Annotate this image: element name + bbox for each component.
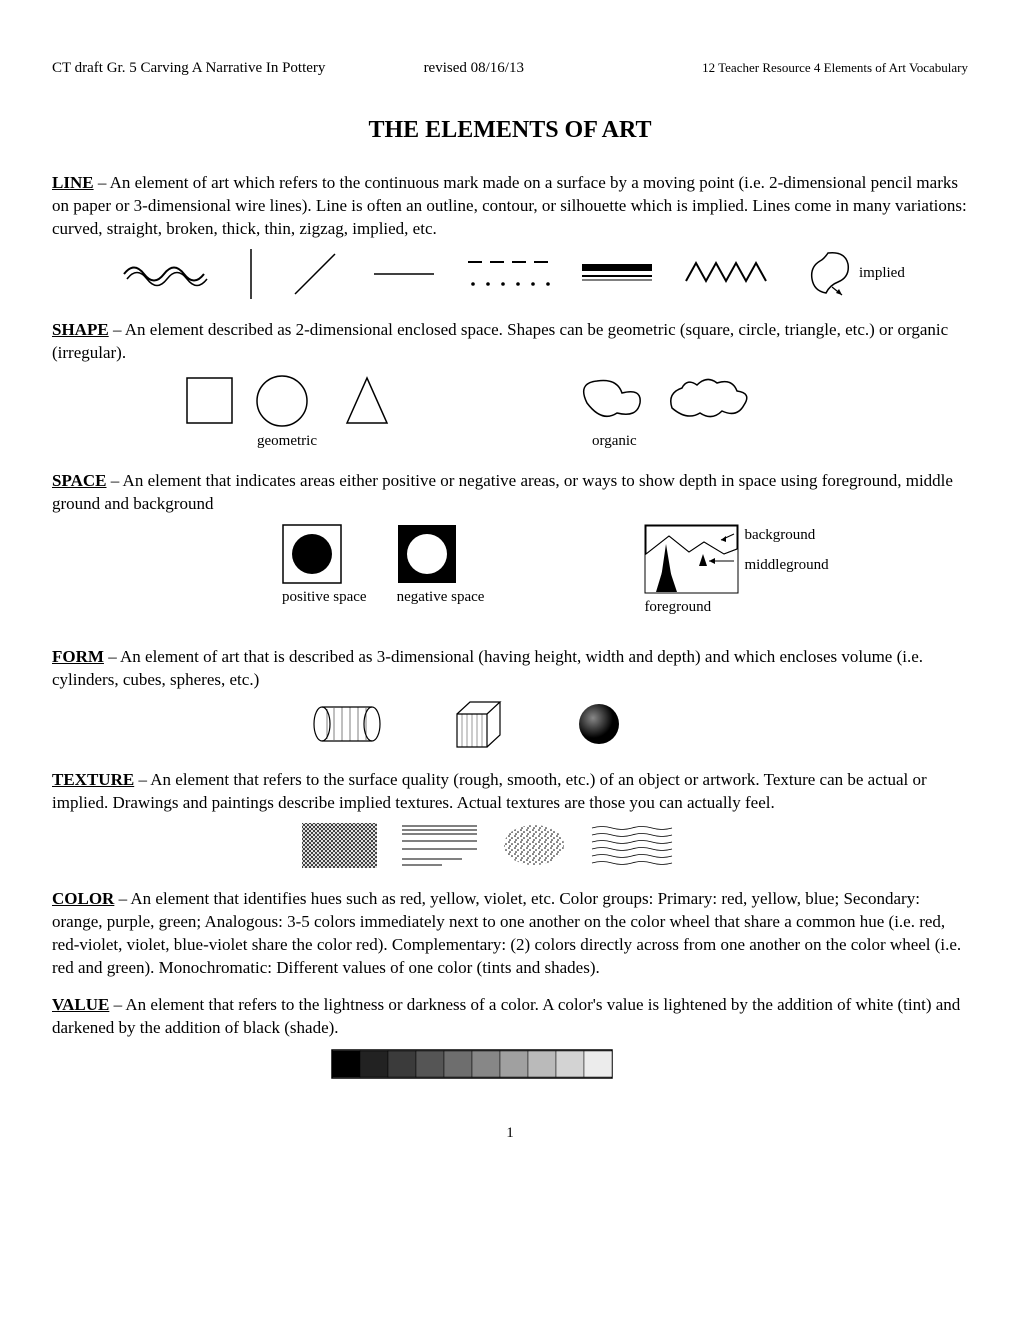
negative-label: negative space (397, 589, 485, 606)
figures-value (332, 1050, 968, 1085)
section-color: COLOR – An element that identifies hues … (52, 888, 968, 980)
foreground-label: foreground (644, 599, 739, 616)
term-texture: TEXTURE (52, 770, 134, 789)
figures-shape: geometric organic (182, 373, 968, 450)
term-line: LINE (52, 173, 94, 192)
term-shape: SHAPE (52, 320, 109, 339)
figures-texture (302, 823, 968, 868)
diagonal-line-icon (290, 249, 340, 299)
figures-line: implied (122, 249, 968, 299)
negative-space-icon (397, 524, 457, 584)
implied-line-group: implied (800, 249, 905, 299)
organic-group: organic (572, 373, 762, 450)
section-value: VALUE – An element that refers to the li… (52, 994, 968, 1040)
organic-shapes-icon (572, 373, 762, 428)
figures-form (312, 699, 968, 749)
term-space: SPACE (52, 471, 106, 490)
positive-space-icon (282, 524, 342, 584)
horizontal-line-icon (374, 269, 434, 279)
geometric-shapes-icon (182, 373, 392, 428)
curved-line-icon (122, 259, 212, 289)
texture-rough-icon (302, 823, 377, 868)
cylinder-icon (312, 704, 382, 744)
positive-label: positive space (282, 589, 367, 606)
implied-line-icon (800, 249, 855, 299)
geometric-label: geometric (182, 433, 392, 450)
geometric-group: geometric (182, 373, 392, 450)
depth-space-group: foreground background middleground (644, 524, 739, 616)
section-line: LINE – An element of art which refers to… (52, 172, 968, 241)
implied-label: implied (859, 265, 905, 282)
term-form: FORM (52, 647, 104, 666)
value-gradient-icon (332, 1050, 612, 1080)
def-texture: – An element that refers to the surface … (52, 770, 927, 812)
term-color: COLOR (52, 889, 114, 908)
depth-space-icon (644, 524, 739, 594)
texture-wavy-icon (592, 823, 672, 868)
background-label: background (744, 527, 815, 544)
def-value: – An element that refers to the lightnes… (52, 995, 960, 1037)
def-line: – An element of art which refers to the … (52, 173, 967, 238)
term-value: VALUE (52, 995, 109, 1014)
texture-smooth-icon (402, 823, 477, 868)
zigzag-line-icon (686, 261, 766, 286)
def-space: – An element that indicates areas either… (52, 471, 953, 513)
section-form: FORM – An element of art that is describ… (52, 646, 968, 692)
header-left: CT draft Gr. 5 Carving A Narrative In Po… (52, 60, 325, 77)
thick-line-icon (582, 264, 652, 284)
def-shape: – An element described as 2-dimensional … (52, 320, 948, 362)
header-mid: revised 08/16/13 (424, 60, 524, 77)
texture-stipple-icon (502, 823, 567, 868)
document-page: CT draft Gr. 5 Carving A Narrative In Po… (0, 0, 1020, 1182)
positive-space-group: positive space (282, 524, 367, 606)
negative-space-group: negative space (397, 524, 485, 606)
sphere-icon (577, 702, 622, 747)
def-form: – An element of art that is described as… (52, 647, 923, 689)
header-right: 12 Teacher Resource 4 Elements of Art Vo… (702, 60, 968, 77)
section-space: SPACE – An element that indicates areas … (52, 470, 968, 516)
section-shape: SHAPE – An element described as 2-dimens… (52, 319, 968, 365)
organic-label: organic (592, 433, 762, 450)
page-number: 1 (52, 1125, 968, 1142)
def-color: – An element that identifies hues such a… (52, 889, 961, 977)
page-title: THE ELEMENTS OF ART (52, 117, 968, 144)
middleground-label: middleground (744, 557, 828, 574)
figures-space: positive space negative space foregr (282, 524, 968, 616)
section-texture: TEXTURE – An element that refers to the … (52, 769, 968, 815)
broken-line-icon (468, 254, 548, 294)
cube-icon (452, 699, 507, 749)
vertical-line-icon (246, 249, 256, 299)
page-header: CT draft Gr. 5 Carving A Narrative In Po… (52, 60, 968, 77)
